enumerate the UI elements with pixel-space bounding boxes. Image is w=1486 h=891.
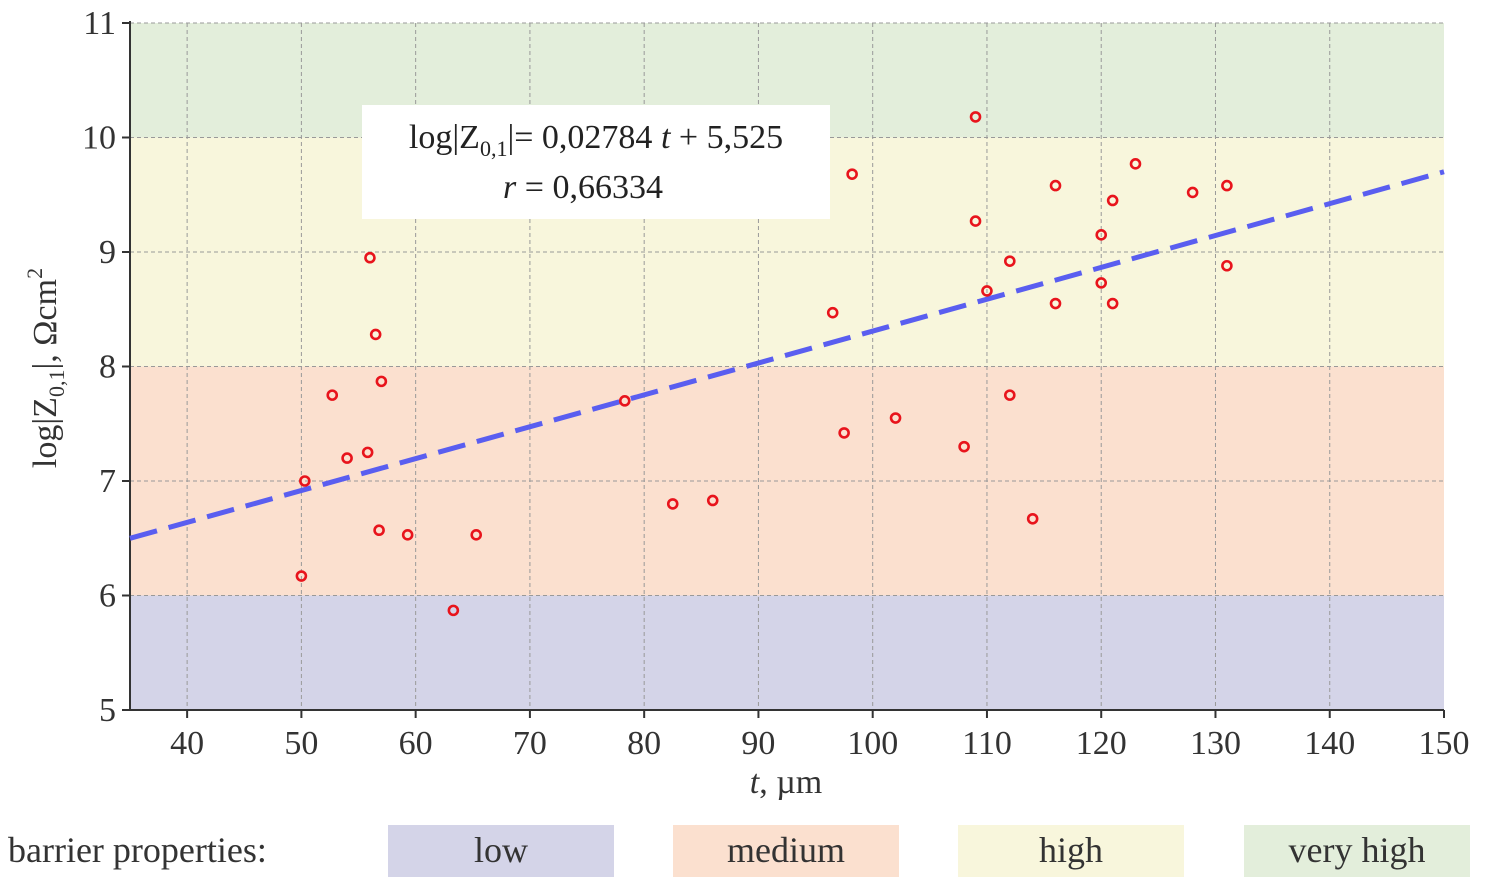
data-point [326, 389, 339, 401]
x-tick-label: 90 [741, 725, 775, 762]
legend-label-low: low [474, 830, 528, 870]
x-tick-label: 70 [513, 725, 547, 762]
x-tick-label: 130 [1190, 725, 1241, 762]
data-point [1186, 186, 1199, 199]
data-point [1106, 297, 1119, 310]
data-point [341, 452, 353, 464]
data-point [1004, 255, 1016, 267]
legend-label-medium: medium [727, 830, 845, 870]
data-point [1221, 259, 1233, 272]
data-point [1095, 277, 1108, 289]
correlation-line: r = 0,66334 [503, 169, 663, 206]
annotation-box [362, 105, 830, 219]
axes [122, 21, 1445, 718]
legend-label-high: high [1039, 830, 1103, 870]
x-axis-title: t, µm [750, 764, 823, 801]
y-tick-label: 6 [99, 578, 116, 615]
data-point [826, 306, 839, 319]
x-tick-label: 100 [847, 725, 898, 762]
data-point [1049, 297, 1062, 310]
legend: barrier properties: low medium high very hi… [8, 825, 1470, 877]
data-point [1004, 389, 1016, 401]
data-point [706, 494, 719, 507]
data-point [1026, 512, 1039, 525]
legend-swatch-low [388, 825, 614, 877]
data-point [1049, 179, 1062, 192]
y-tick-label: 8 [99, 349, 116, 386]
data-point [969, 111, 982, 123]
y-tick-label: 9 [99, 234, 116, 271]
data-point [364, 251, 376, 264]
equation-line: log|Z0,1|= 0,02784 t + 5,525 [409, 119, 783, 161]
legend-swatch-high [958, 825, 1184, 877]
data-points [295, 111, 1233, 617]
x-tick-label: 140 [1304, 725, 1355, 762]
data-point [1095, 229, 1108, 241]
fit-line-group [129, 169, 1445, 541]
y-axis-title: log|Z0,1|, Ωcm2 [22, 268, 69, 468]
x-tick-label: 40 [170, 725, 204, 762]
x-tick-label: 80 [627, 725, 661, 762]
data-point [1106, 194, 1119, 207]
y-tick-label: 10 [82, 120, 116, 157]
y-tick-label: 7 [99, 463, 116, 500]
x-tick-label: 120 [1076, 725, 1127, 762]
fit-line [129, 169, 1445, 541]
x-tick-label: 60 [399, 725, 433, 762]
x-tick-label: 110 [962, 725, 1012, 762]
legend-swatch-medium [673, 825, 899, 877]
data-point [373, 524, 385, 537]
data-point [666, 498, 679, 510]
equation-annotation: log|Z0,1|= 0,02784 t + 5,525 r = 0,66334 [362, 105, 830, 219]
data-point [299, 475, 311, 487]
data-point [375, 375, 388, 388]
data-point [401, 529, 414, 541]
data-point [447, 604, 460, 617]
data-point [981, 285, 993, 297]
data-point [846, 168, 858, 180]
data-point [470, 529, 483, 541]
band-low [130, 595, 1444, 710]
legend-label-very-high: very high [1289, 830, 1426, 870]
x-tick-label: 150 [1419, 725, 1470, 762]
data-point [295, 570, 308, 582]
y-tick-label: 5 [99, 692, 116, 729]
data-point [889, 412, 902, 424]
data-point [838, 427, 850, 439]
x-tick-labels: 40 50 60 70 80 90 100 110 120 130 140 150 [170, 725, 1469, 762]
legend-items: low medium high very high [388, 825, 1470, 877]
x-tick-label: 50 [284, 725, 318, 762]
legend-swatch-very-high [1244, 825, 1470, 877]
data-point [969, 215, 982, 227]
data-point [1221, 179, 1233, 192]
legend-title: barrier properties: [8, 830, 267, 870]
data-point [1129, 158, 1142, 170]
y-tick-labels: 5 6 7 8 9 10 11 [82, 5, 116, 729]
data-point [618, 395, 631, 407]
y-tick-label: 11 [83, 5, 116, 42]
data-point [369, 328, 382, 341]
data-point [958, 440, 970, 453]
data-point [361, 446, 374, 459]
